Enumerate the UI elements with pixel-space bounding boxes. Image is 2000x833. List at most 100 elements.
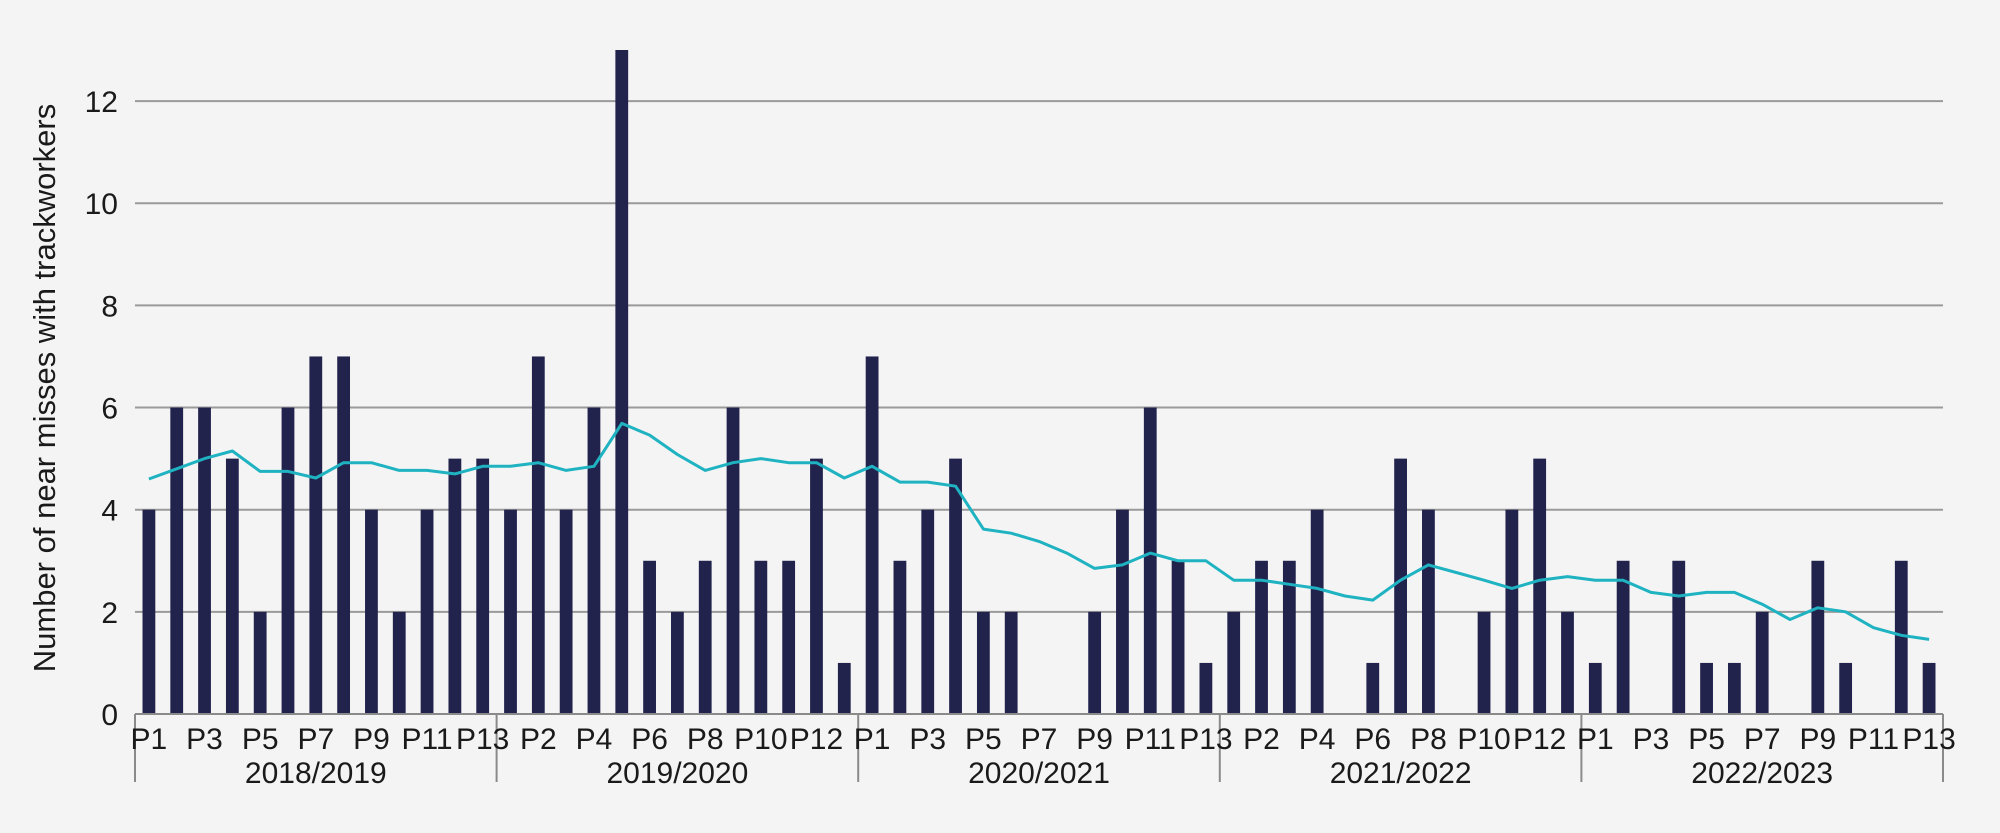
bar xyxy=(1255,560,1268,714)
x-tick-label: P2 xyxy=(520,723,557,756)
y-tick-label: 4 xyxy=(101,495,118,528)
bar xyxy=(698,560,712,714)
bar xyxy=(559,509,573,714)
bar xyxy=(1143,407,1157,714)
gridlines xyxy=(135,100,1943,613)
x-tick-label: P9 xyxy=(1076,723,1113,756)
bar xyxy=(448,458,462,714)
x-tick-label: P9 xyxy=(1799,723,1836,756)
bar xyxy=(1811,560,1825,714)
trend-line xyxy=(148,421,1930,641)
y-tick-label: 2 xyxy=(101,597,118,630)
bar xyxy=(253,611,267,714)
x-tick-label: P11 xyxy=(1848,723,1899,756)
x-tick-label: P1 xyxy=(854,723,891,756)
bar xyxy=(281,407,295,714)
x-tick-label: P7 xyxy=(297,723,334,756)
bar xyxy=(726,407,740,714)
bar xyxy=(392,611,406,714)
y-tick-label: 6 xyxy=(101,393,118,426)
x-tick-label: P13 xyxy=(1902,723,1955,756)
x-tick-label: P10 xyxy=(1457,723,1510,756)
x-tick-label: P6 xyxy=(1354,723,1391,756)
x-tick-label: P12 xyxy=(1513,723,1566,756)
bar xyxy=(1561,611,1574,714)
bar xyxy=(420,509,434,714)
bar xyxy=(1477,611,1491,714)
y-tick-label: 10 xyxy=(85,188,118,221)
bar xyxy=(1394,458,1407,714)
bar xyxy=(337,356,351,714)
bar xyxy=(1282,560,1296,714)
x-tick-label: P5 xyxy=(965,723,1002,756)
bar xyxy=(1310,509,1324,714)
bar xyxy=(949,458,962,714)
bar xyxy=(587,407,601,714)
bar xyxy=(921,509,935,714)
bar xyxy=(1700,662,1713,714)
bar xyxy=(976,611,990,714)
bar xyxy=(225,458,239,714)
x-tick-label: P11 xyxy=(1125,723,1176,756)
bar xyxy=(1672,560,1686,714)
y-tick-label: 12 xyxy=(85,86,118,119)
bar xyxy=(1116,509,1129,714)
axes xyxy=(134,713,1944,782)
x-tick-label: P8 xyxy=(1410,723,1447,756)
bar xyxy=(1533,458,1547,714)
x-tick-label: P5 xyxy=(242,723,279,756)
bar xyxy=(1171,560,1185,714)
bar xyxy=(142,509,156,714)
x-tick-label: P7 xyxy=(1021,723,1058,756)
bar xyxy=(1755,611,1769,714)
x-tick-label: P7 xyxy=(1744,723,1781,756)
x-tick-label: P3 xyxy=(1633,723,1670,756)
x-tick-label: P1 xyxy=(1577,723,1614,756)
x-tick-label: P11 xyxy=(401,723,452,756)
bar xyxy=(1199,662,1213,714)
x-tick-label: P10 xyxy=(734,723,787,756)
bar xyxy=(1616,560,1630,714)
group-label: 2019/2020 xyxy=(606,757,748,790)
x-tick-label: P13 xyxy=(1179,723,1232,756)
bar xyxy=(615,50,629,714)
trend-line-path xyxy=(148,421,1930,641)
x-tick-label: P9 xyxy=(353,723,390,756)
x-tick-label: P8 xyxy=(687,723,724,756)
bar xyxy=(1727,662,1741,714)
group-label: 2018/2019 xyxy=(245,757,387,790)
bar xyxy=(476,458,490,714)
bar xyxy=(504,509,517,714)
x-tick-label: P2 xyxy=(1243,723,1280,756)
bar xyxy=(643,560,656,714)
bar xyxy=(1227,611,1241,714)
bar xyxy=(1422,509,1435,714)
x-tick-label: P3 xyxy=(186,723,223,756)
bar xyxy=(893,560,907,714)
x-tick-label: P4 xyxy=(1299,723,1336,756)
group-label: 2021/2022 xyxy=(1330,757,1472,790)
bar xyxy=(782,560,796,714)
y-axis-title: Number of near misses with trackworkers xyxy=(27,104,62,673)
bar xyxy=(837,662,851,714)
bar xyxy=(1505,509,1519,714)
bars xyxy=(142,50,1936,714)
bar xyxy=(1366,662,1380,714)
bar xyxy=(309,356,323,714)
x-tick-label: P1 xyxy=(131,723,168,756)
bar xyxy=(754,560,768,714)
bar xyxy=(865,356,879,714)
bar xyxy=(1922,662,1936,714)
y-tick-label: 0 xyxy=(101,699,118,732)
y-tick-label: 8 xyxy=(101,290,118,323)
x-tick-label: P6 xyxy=(631,723,668,756)
bar xyxy=(198,407,211,714)
bar xyxy=(365,509,378,714)
group-label: 2020/2021 xyxy=(968,757,1110,790)
bar xyxy=(1839,662,1853,714)
bar xyxy=(810,458,823,714)
group-label: 2022/2023 xyxy=(1691,757,1833,790)
